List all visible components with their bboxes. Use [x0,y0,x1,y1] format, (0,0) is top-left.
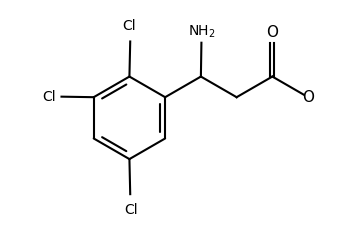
Text: Cl: Cl [123,19,136,33]
Text: Cl: Cl [124,203,138,217]
Text: O: O [266,25,278,40]
Text: O: O [302,90,314,105]
Text: NH$_2$: NH$_2$ [188,24,216,40]
Text: Cl: Cl [42,90,56,104]
